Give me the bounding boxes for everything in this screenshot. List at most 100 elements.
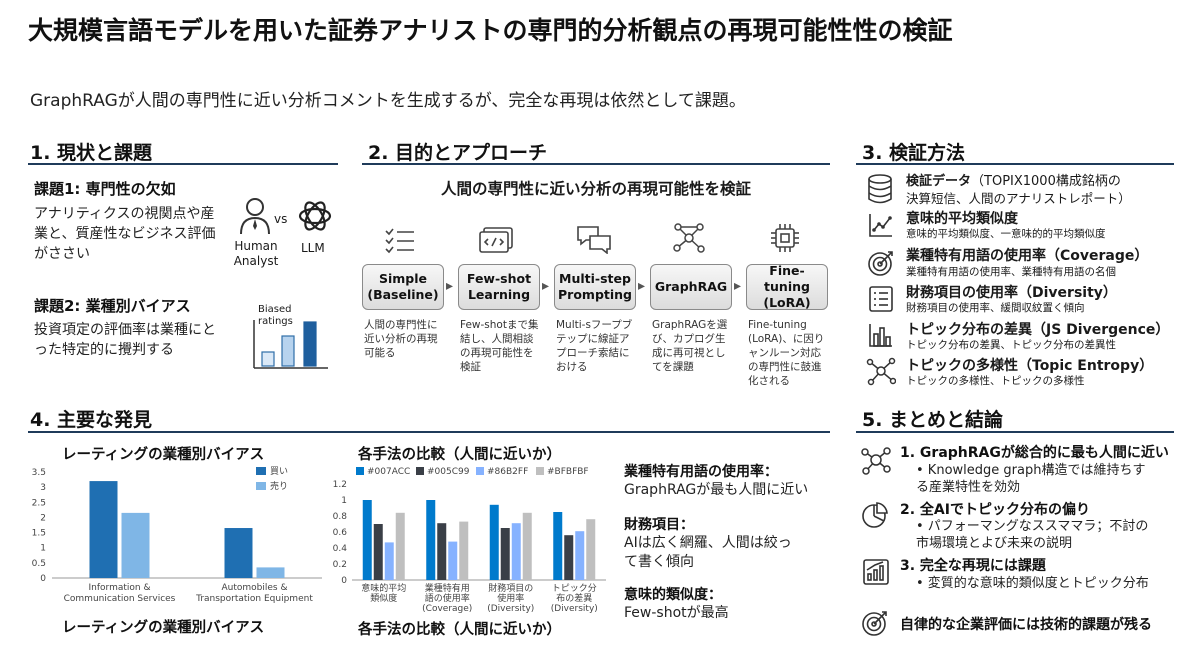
section2-heading: 2. 目的とアプローチ <box>368 142 548 164</box>
chart2-y-tick: 1.2 <box>333 480 347 490</box>
chart2-legend-swatch <box>476 467 484 475</box>
method-js-title: トピック分布の差異（JS Divergence） <box>906 322 1170 338</box>
chart2-y-tick: 0.8 <box>333 512 348 522</box>
chart2-x-tick: 使用率 <box>497 592 524 604</box>
arrow-icon: ▸ <box>638 278 646 294</box>
section2-rule <box>362 163 830 165</box>
chart2-bar <box>489 504 499 580</box>
method-diversity-title: 財務項目の使用率（Diversity） <box>906 285 1117 301</box>
chart2-y-tick: 0.6 <box>333 528 348 538</box>
chart2-x-tick: 布の差異 <box>556 592 592 604</box>
chip-icon <box>768 222 802 254</box>
chart2-title: 各手法の比較（人間に近いか） <box>358 447 561 463</box>
chart2-bar <box>373 524 383 580</box>
method-data-suffix: （TOPIX1000構成銘柄の <box>971 174 1121 189</box>
knowledge-graph-icon <box>860 444 892 476</box>
section3-heading: 3. 検証方法 <box>862 142 966 164</box>
finding-coverage-head: 業種特有用語の使用率： <box>624 464 778 480</box>
llm-logo-icon <box>296 197 334 235</box>
chart2-y-tick: 0.4 <box>333 544 348 554</box>
chart1-y-tick: 3 <box>40 483 46 493</box>
step-few-shot-desc: Few-shotまで集結し、人間相談の再現可能性を検証 <box>460 319 539 373</box>
chart1-y-tick: 2 <box>40 513 46 523</box>
method-coverage-title: 業種特有用語の使用率（Coverage） <box>906 248 1149 264</box>
chart2-legend-label: #007ACC <box>367 467 410 477</box>
conclusion1-title: 1. GraphRAGが総合的に最も人間に近い <box>900 445 1169 461</box>
step-simple: Simple (Baseline) <box>362 264 444 310</box>
conclusion3-bullet: • 変質的な意味的類似度とトピック分布 <box>916 576 1149 591</box>
finding-coverage-text: GraphRAGが最も人間に近い <box>624 482 809 498</box>
chart2-legend-swatch <box>536 467 544 475</box>
chart2-x-tick: (Diversity) <box>487 604 534 614</box>
chart1-y-tick: 1.5 <box>32 529 46 539</box>
method-entropy-title: トピックの多様性（Topic Entropy） <box>906 358 1154 374</box>
page-title: 大規模言語モデルを用いた証券アナリストの専門的分析観点の再現可能性性の検証 <box>28 16 953 45</box>
final-conclusion: 自律的な企業評価には技術的課題が残る <box>900 617 1152 633</box>
chart1-caption: レーティングの業種別バイアス <box>62 620 265 636</box>
chart2-y-tick: 0 <box>341 576 347 586</box>
chart1-y-tick: 0.5 <box>32 559 46 569</box>
conclusion1-bullet: • Knowledge graph構造では維持ちする産業特性を効効 <box>916 463 1146 495</box>
document-list-icon <box>868 285 894 313</box>
chart1-y-tick: 0 <box>40 574 46 584</box>
scatter-chart-icon <box>868 212 894 238</box>
step-fine-tuning: Fine-tuning (LoRA) <box>746 263 828 310</box>
chart2-legend-label: #005C99 <box>427 467 470 477</box>
chart1-x-tick: Transportation Equipment <box>195 594 313 604</box>
bar-chart-icon <box>868 322 894 348</box>
chart1-bar <box>89 481 118 578</box>
chart1-y-tick: 1 <box>40 544 46 554</box>
vs-label: vs <box>274 212 288 226</box>
biased-ratings-label: Biased ratings <box>258 304 293 327</box>
chart1-legend-swatch <box>256 482 266 490</box>
chart2-bar <box>586 519 596 580</box>
issue1-title: 課題1: 専門性の欠如 <box>34 180 176 198</box>
chart1-bar <box>121 512 150 578</box>
issue2-text: 投資項定の評価率は業種にとった特定的に攪判する <box>34 322 216 358</box>
arrow-icon: ▸ <box>446 278 454 294</box>
chart2-bar <box>511 523 521 580</box>
chart2-x-tick: 類似度 <box>370 592 397 604</box>
method-data-title: 検証データ <box>906 174 972 189</box>
biased-ratings-icon <box>252 318 330 370</box>
chart2-method-comparison: 0 0.2 0.4 0.6 0.8 1 1.2 意味的平均類似度 業種特有用語の使用率(Cove… <box>333 467 606 614</box>
conclusion3-title: 3. 完全な再現には課題 <box>900 558 1046 574</box>
chart2-x-tick: 業種特有用 <box>425 582 470 594</box>
checklist-icon <box>384 226 416 254</box>
chart2-bar <box>395 512 405 580</box>
graph-network-icon <box>672 222 706 254</box>
chart2-x-tick: 財務項目の <box>488 582 533 594</box>
chart1-legend-swatch <box>256 467 266 475</box>
section1-heading: 1. 現状と課題 <box>30 142 153 164</box>
pie-chart-icon <box>860 500 890 530</box>
chart2-bar <box>437 523 447 580</box>
target-icon <box>866 248 896 278</box>
chart1-legend-label: 買い <box>270 466 288 477</box>
chart2-bar <box>362 500 372 580</box>
chart1-title: レーティングの業種別バイアス <box>62 447 265 463</box>
chart2-bar <box>575 531 585 580</box>
chart2-bar <box>384 542 394 580</box>
network-icon <box>866 356 896 386</box>
chart2-bar <box>500 528 510 580</box>
database-icon <box>866 174 894 204</box>
section1-rule <box>28 163 338 165</box>
chart1-bar <box>224 528 253 578</box>
section4-heading: 4. 主要な発見 <box>30 409 153 431</box>
method-similarity-title: 意味的平均類似度 <box>906 211 1018 227</box>
chart2-legend-label: #86B2FF <box>487 467 528 477</box>
chart2-bar <box>564 535 574 580</box>
conclusion2-title: 2. 全AIでトピック分布の偏り <box>900 502 1090 518</box>
step-multi-step: Multi-step Prompting <box>554 264 636 310</box>
arrow-icon: ▸ <box>734 278 742 294</box>
chart2-bar <box>426 500 436 580</box>
arrow-icon: ▸ <box>542 278 550 294</box>
page-subtitle: GraphRAGが人間の専門性に近い分析コメントを生成するが、完全な再現は依然と… <box>30 91 746 111</box>
code-window-icon <box>478 226 514 254</box>
chart2-y-tick: 1 <box>341 496 347 506</box>
chart2-caption: 各手法の比較（人間に近いか） <box>358 622 561 638</box>
human-analyst-icon <box>238 196 272 236</box>
chart2-x-tick: トピック分 <box>552 583 597 594</box>
finding-similarity-text: Few-shotが最高 <box>624 605 729 621</box>
method-similarity-desc: 意味的平均類似度、一意味的的平均類似度 <box>906 228 1106 240</box>
